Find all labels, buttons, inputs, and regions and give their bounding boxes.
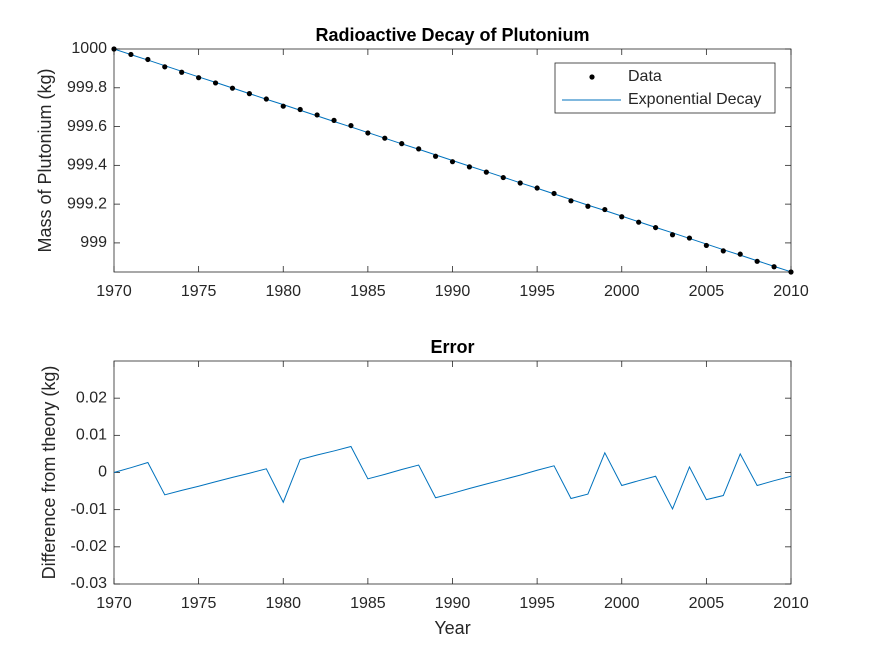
x-tick-label: 1980 (265, 283, 301, 300)
y-tick-label: 999.2 (67, 195, 107, 212)
legend-label: Exponential Decay (628, 91, 761, 108)
chart-title: Error (430, 337, 474, 357)
data-point (280, 103, 286, 109)
x-tick-label: 1985 (350, 595, 386, 612)
x-tick-label: 1995 (519, 595, 555, 612)
data-point (568, 198, 574, 204)
data-point (585, 203, 591, 209)
data-point (212, 80, 219, 86)
data-point (466, 164, 473, 170)
data-point (754, 258, 760, 264)
x-tick-label: 1990 (435, 283, 471, 300)
data-point (449, 159, 456, 165)
data-point (196, 75, 202, 81)
x-tick-label: 2010 (773, 283, 809, 300)
y-tick-label: -0.03 (71, 575, 108, 592)
y-axis-label: Mass of Plutonium (kg) (35, 68, 55, 252)
chart-title: Radioactive Decay of Plutonium (315, 25, 589, 45)
y-tick-label: 0 (98, 464, 107, 481)
x-tick-label: 1970 (96, 283, 132, 300)
x-tick-label: 1980 (265, 595, 301, 612)
x-tick-label: 1970 (96, 595, 132, 612)
data-point (720, 248, 726, 254)
data-point (229, 85, 236, 91)
data-point (636, 219, 642, 225)
data-point (111, 46, 117, 52)
axes-box (113, 360, 792, 585)
data-point (551, 190, 557, 197)
data-point (483, 169, 489, 175)
data-point (331, 117, 337, 123)
data-point (348, 122, 354, 129)
y-tick-label: -0.02 (71, 538, 108, 555)
data-point (399, 141, 405, 147)
data-point (669, 232, 676, 238)
data-point (162, 64, 168, 70)
x-tick-label: 1975 (181, 283, 217, 300)
data-point (365, 130, 371, 136)
data-point (145, 56, 151, 63)
y-tick-label: 999 (80, 234, 107, 251)
legend-label: Data (628, 68, 662, 85)
y-tick-label: 999.6 (67, 118, 107, 135)
data-point (432, 153, 439, 159)
legend-marker (589, 74, 595, 80)
data-point (602, 206, 608, 213)
data-point (382, 135, 388, 141)
x-tick-label: 1985 (350, 283, 386, 300)
data-point (246, 91, 252, 97)
y-tick-label: 0.02 (76, 389, 107, 406)
data-point (619, 214, 625, 220)
x-tick-label: 2005 (689, 283, 725, 300)
x-axis-label: Year (434, 618, 470, 638)
y-tick-label: 1000 (71, 40, 107, 57)
x-tick-label: 2000 (604, 595, 640, 612)
data-point (653, 224, 659, 231)
data-point (534, 185, 540, 191)
legend-box (554, 62, 776, 114)
data-point (314, 112, 320, 118)
data-line (113, 445, 792, 511)
data-point (737, 251, 743, 257)
data-point (771, 264, 777, 270)
data-point (788, 269, 794, 275)
x-tick-label: 2010 (773, 595, 809, 612)
data-point (686, 235, 693, 241)
y-tick-label: -0.01 (71, 501, 108, 518)
data-point (263, 96, 269, 102)
y-axis-label: Difference from theory (kg) (39, 366, 59, 580)
y-tick-label: 999.4 (67, 157, 107, 174)
y-tick-label: 0.01 (76, 427, 107, 444)
data-point (179, 69, 185, 75)
y-tick-label: 999.8 (67, 79, 107, 96)
data-point (297, 106, 303, 113)
x-tick-label: 1995 (519, 283, 555, 300)
x-tick-label: 2000 (604, 283, 640, 300)
x-tick-label: 1990 (435, 595, 471, 612)
x-tick-label: 2005 (689, 595, 725, 612)
data-point (416, 146, 422, 152)
x-tick-label: 1975 (181, 595, 217, 612)
data-point (703, 242, 709, 249)
data-point (500, 174, 506, 181)
data-point (517, 180, 523, 186)
data-point (128, 51, 134, 58)
